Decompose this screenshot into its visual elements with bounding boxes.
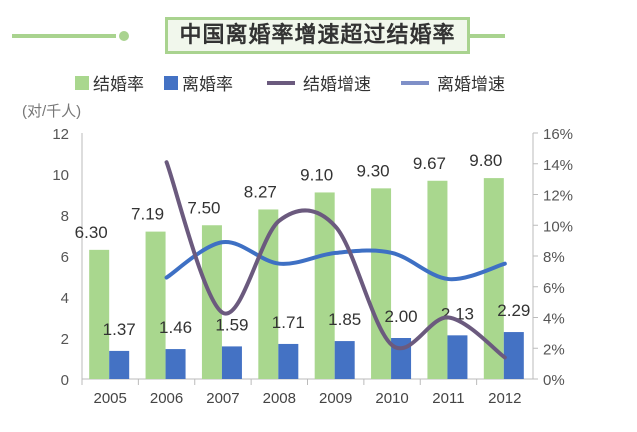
line-divorce-growth <box>164 240 507 282</box>
y-tick-label: 8 <box>61 208 69 225</box>
data-label: 1.37 <box>103 320 136 339</box>
data-label: 9.10 <box>300 165 333 184</box>
y-tick-label: 4 <box>61 290 69 307</box>
bar-marriage-rate <box>258 209 279 379</box>
legend-swatch <box>75 75 89 90</box>
data-label: 9.67 <box>413 154 446 173</box>
x-tick-label: 2007 <box>206 390 239 407</box>
title-decor-line-left <box>12 34 116 38</box>
x-tick-label: 2006 <box>150 390 183 407</box>
data-label: 1.85 <box>328 310 361 329</box>
legend-line <box>401 80 429 85</box>
data-label: 7.19 <box>131 205 164 224</box>
bar-marriage-rate <box>483 178 504 379</box>
legend-label: 结婚增速 <box>303 75 371 95</box>
chart-title: 中国离婚率增速超过结婚率 <box>165 17 470 54</box>
y2-tick-label: 8% <box>543 249 565 266</box>
bar-marriage-rate <box>89 249 110 379</box>
legend: 结婚率 离婚率 结婚增速 离婚增速 <box>75 70 525 95</box>
legend-item-marriage-growth: 结婚增速 <box>267 70 371 95</box>
bar-divorce-rate <box>165 349 186 379</box>
y2-tick-label: 12% <box>543 188 573 205</box>
data-label: 2.29 <box>497 301 530 320</box>
legend-swatch <box>164 75 178 90</box>
y2-tick-label: 4% <box>543 311 565 328</box>
y-tick-label: 2 <box>61 331 69 348</box>
bar-marriage-rate <box>427 180 448 379</box>
x-tick-label: 2008 <box>263 390 296 407</box>
line-marriage-growth <box>164 160 507 360</box>
bar-divorce-rate <box>278 343 299 379</box>
bar-divorce-rate <box>221 346 242 379</box>
data-label: 2.00 <box>385 307 418 326</box>
legend-label: 结婚率 <box>93 75 144 95</box>
legend-label: 离婚增速 <box>437 75 505 95</box>
data-label: 1.71 <box>272 313 305 332</box>
data-label: 6.30 <box>75 223 108 242</box>
legend-item-divorce-growth: 离婚增速 <box>401 70 505 95</box>
x-tick-label: 2009 <box>319 390 352 407</box>
data-label: 9.30 <box>357 161 390 180</box>
x-tick-label: 2005 <box>94 390 127 407</box>
legend-item-marriage-rate: 结婚率 <box>75 70 144 95</box>
bar-marriage-rate <box>371 188 392 379</box>
data-label: 1.59 <box>215 315 248 334</box>
title-decor-dot-left <box>119 31 129 41</box>
y-tick-label: 0 <box>61 372 69 389</box>
bar-divorce-rate <box>447 335 468 379</box>
data-label: 8.27 <box>244 182 277 201</box>
y2-tick-label: 16% <box>543 126 573 143</box>
y2-tick-label: 0% <box>543 372 565 389</box>
y-tick-label: 6 <box>61 249 69 266</box>
y-tick-label: 12 <box>52 126 69 143</box>
y2-tick-label: 10% <box>543 218 573 235</box>
y2-tick-label: 14% <box>543 157 573 174</box>
bar-divorce-rate <box>109 350 130 379</box>
data-label: 7.50 <box>187 198 220 217</box>
legend-label: 离婚率 <box>182 75 233 95</box>
y2-tick-label: 2% <box>543 341 565 358</box>
bar-divorce-rate <box>503 332 524 379</box>
x-tick-label: 2012 <box>488 390 521 407</box>
x-tick-label: 2010 <box>375 390 408 407</box>
y-axis-label: (对/千人) <box>22 103 81 120</box>
bar-marriage-rate <box>314 192 335 379</box>
bar-marriage-rate <box>145 231 166 379</box>
legend-line <box>267 80 295 85</box>
bar-divorce-rate <box>334 341 355 379</box>
y2-tick-label: 6% <box>543 280 565 297</box>
x-tick-label: 2011 <box>432 390 464 407</box>
data-label: 9.80 <box>469 151 502 170</box>
data-label: 1.46 <box>159 318 192 337</box>
legend-item-divorce-rate: 离婚率 <box>164 70 233 95</box>
y-tick-label: 10 <box>52 167 69 184</box>
